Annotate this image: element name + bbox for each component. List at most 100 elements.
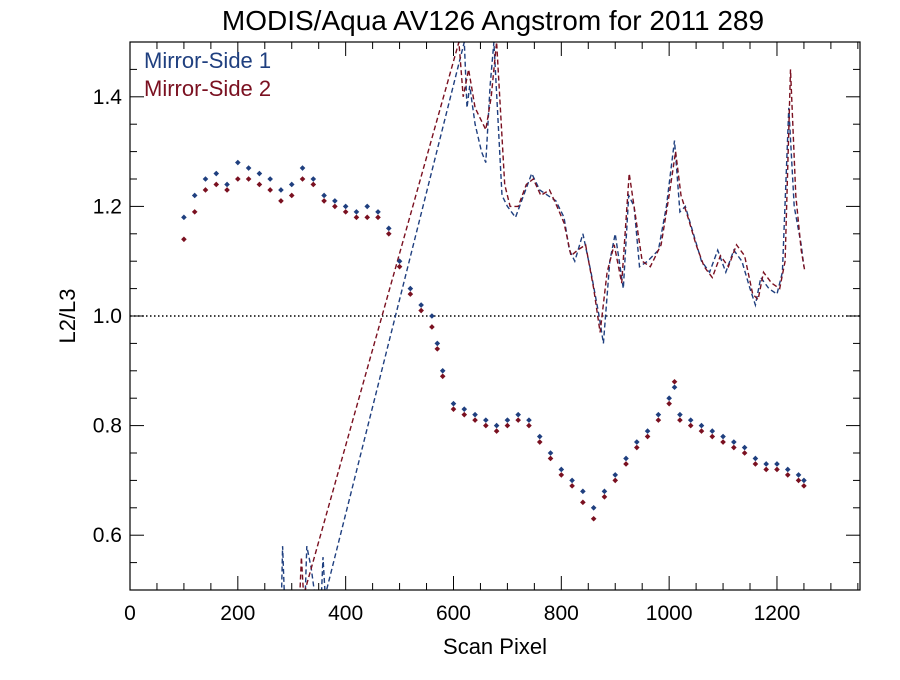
data-point-series-2 bbox=[353, 214, 360, 221]
data-point-series-1 bbox=[267, 176, 273, 182]
dashed-line-series-1 bbox=[280, 42, 805, 590]
data-point-series-1 bbox=[191, 192, 198, 199]
data-point-series-1 bbox=[483, 417, 489, 423]
data-point-series-2 bbox=[526, 422, 532, 429]
chart-title: MODIS/Aqua AV126 Angstrom for 2011 289 bbox=[222, 5, 764, 36]
data-point-series-2 bbox=[450, 406, 457, 412]
data-point-series-1 bbox=[644, 428, 651, 434]
data-point-series-1 bbox=[342, 203, 349, 210]
data-point-series-1 bbox=[671, 384, 678, 391]
data-point-series-1 bbox=[245, 165, 252, 171]
data-point-series-1 bbox=[434, 340, 441, 347]
data-point-series-1 bbox=[278, 187, 284, 193]
data-point-series-1 bbox=[601, 488, 608, 495]
y-tick-label: 1.0 bbox=[93, 305, 122, 328]
x-tick-label: 600 bbox=[436, 602, 471, 625]
data-point-series-1 bbox=[385, 225, 392, 232]
data-point-series-2 bbox=[332, 203, 338, 210]
data-point-series-2 bbox=[267, 187, 273, 193]
data-point-series-1 bbox=[472, 411, 478, 418]
data-point-series-1 bbox=[801, 477, 807, 484]
data-point-series-1 bbox=[774, 461, 780, 467]
data-point-series-2 bbox=[407, 291, 414, 297]
data-point-series-1 bbox=[731, 439, 737, 445]
x-axis-label: Scan Pixel bbox=[443, 634, 547, 659]
data-point-series-2 bbox=[580, 499, 586, 506]
data-point-series-2 bbox=[321, 198, 327, 204]
data-point-series-1 bbox=[666, 395, 672, 401]
data-point-series-1 bbox=[299, 165, 306, 171]
data-point-series-2 bbox=[612, 477, 619, 484]
data-point-series-1 bbox=[353, 209, 360, 215]
x-tick-label: 200 bbox=[220, 602, 255, 625]
x-axis-ticks: 0 200 400 600 800 1000 1200 bbox=[124, 42, 859, 625]
data-point-series-2 bbox=[483, 422, 489, 429]
data-point-series-1 bbox=[763, 461, 769, 467]
y-tick-label: 0.8 bbox=[93, 415, 122, 438]
data-point-series-1 bbox=[321, 192, 327, 199]
data-point-series-2 bbox=[590, 515, 597, 522]
x-tick-label: 0 bbox=[124, 602, 136, 625]
data-point-series-2 bbox=[515, 417, 521, 423]
data-point-series-1 bbox=[375, 209, 381, 215]
data-point-series-2 bbox=[299, 176, 306, 182]
data-point-series-1 bbox=[461, 406, 468, 412]
data-point-series-2 bbox=[288, 192, 295, 199]
data-layer bbox=[130, 42, 860, 590]
data-point-series-2 bbox=[795, 477, 802, 484]
data-point-series-1 bbox=[633, 439, 640, 445]
data-point-series-2 bbox=[278, 198, 284, 204]
data-point-series-1 bbox=[202, 176, 209, 182]
data-point-series-2 bbox=[709, 433, 716, 440]
data-point-series-1 bbox=[784, 466, 791, 473]
data-point-series-2 bbox=[375, 214, 381, 221]
data-point-series-2 bbox=[181, 236, 187, 243]
data-point-series-2 bbox=[644, 433, 651, 440]
data-point-series-2 bbox=[601, 494, 608, 500]
data-point-series-1 bbox=[493, 422, 500, 429]
data-point-series-1 bbox=[558, 466, 565, 473]
data-point-series-2 bbox=[655, 417, 662, 423]
data-point-series-2 bbox=[671, 378, 678, 385]
y-axis-ticks: 0.6 0.8 1.0 1.2 1.4 bbox=[93, 41, 860, 591]
data-point-series-2 bbox=[763, 466, 769, 473]
data-point-series-1 bbox=[439, 368, 446, 374]
data-point-series-1 bbox=[213, 170, 220, 177]
data-point-series-1 bbox=[612, 472, 619, 478]
data-point-series-1 bbox=[547, 450, 554, 456]
data-point-series-2 bbox=[385, 231, 392, 237]
data-point-series-2 bbox=[245, 176, 252, 182]
y-tick-label: 0.6 bbox=[93, 524, 122, 547]
data-point-series-2 bbox=[342, 209, 349, 215]
data-point-series-1 bbox=[795, 472, 802, 478]
data-point-series-2 bbox=[256, 181, 263, 188]
data-point-series-1 bbox=[256, 170, 263, 177]
data-point-series-2 bbox=[224, 187, 230, 193]
data-point-series-1 bbox=[580, 488, 586, 495]
data-point-series-2 bbox=[202, 187, 209, 193]
data-point-series-1 bbox=[224, 181, 230, 188]
data-point-series-1 bbox=[288, 181, 295, 188]
data-point-series-2 bbox=[741, 450, 748, 456]
data-point-series-1 bbox=[515, 411, 521, 418]
data-point-series-2 bbox=[434, 346, 441, 352]
data-point-series-2 bbox=[310, 181, 317, 188]
dashed-line-series-2 bbox=[299, 42, 806, 590]
data-point-series-1 bbox=[536, 433, 543, 440]
data-point-series-2 bbox=[235, 176, 241, 182]
data-point-series-1 bbox=[429, 313, 435, 319]
x-tick-label: 800 bbox=[544, 602, 579, 625]
legend: Mirror-Side 1 Mirror-Side 2 bbox=[144, 48, 271, 101]
x-tick-label: 1200 bbox=[754, 602, 801, 625]
data-point-series-2 bbox=[418, 307, 424, 314]
legend-entry-mirror-side-1: Mirror-Side 1 bbox=[144, 48, 271, 73]
data-point-series-1 bbox=[720, 433, 726, 440]
x-tick-label: 400 bbox=[328, 602, 363, 625]
data-point-series-1 bbox=[569, 477, 575, 484]
data-point-series-1 bbox=[235, 159, 241, 166]
data-point-series-2 bbox=[623, 461, 629, 467]
data-point-series-2 bbox=[439, 373, 446, 380]
data-point-series-2 bbox=[774, 466, 780, 473]
data-point-series-2 bbox=[801, 483, 807, 489]
